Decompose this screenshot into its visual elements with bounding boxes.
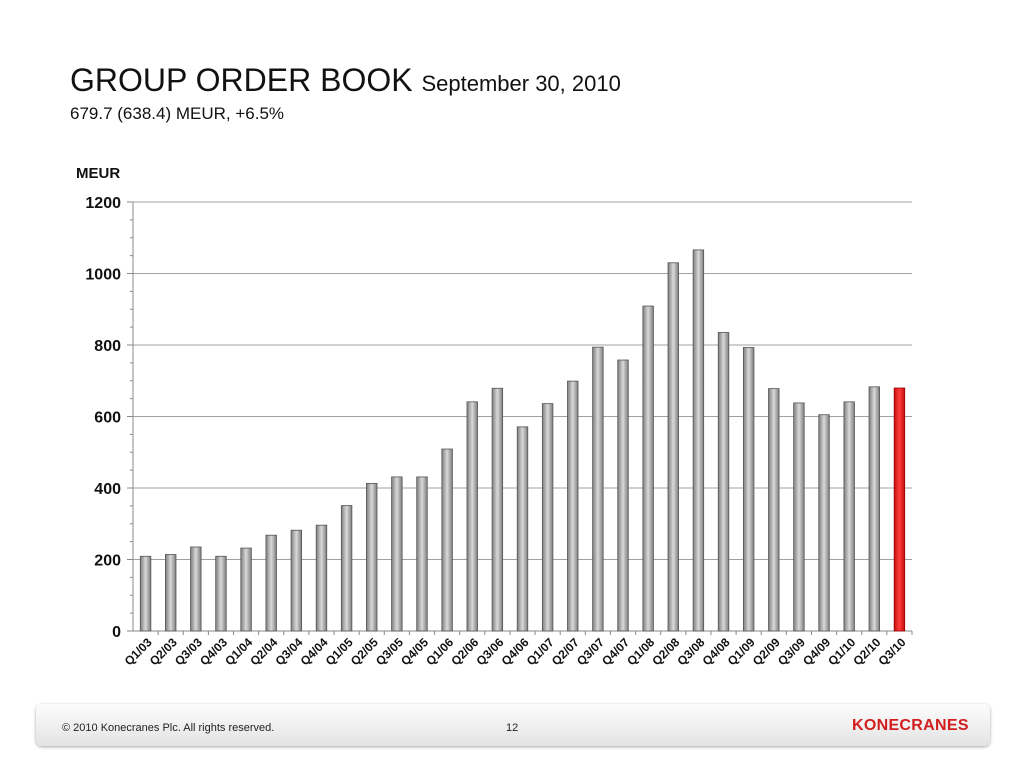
bar-Q4-07 (617, 359, 629, 632)
x-tick-label: Q4/03 (197, 635, 230, 668)
x-tick-label: Q1/08 (624, 635, 657, 668)
bar-Q3-06 (491, 387, 504, 632)
x-tick-label: Q4/04 (298, 635, 331, 668)
bar-Q2-04 (265, 534, 277, 632)
x-tick-label: Q4/05 (398, 635, 431, 668)
y-tick-label: 800 (94, 338, 121, 355)
y-axis-title: MEUR (76, 165, 120, 182)
x-tick-label: Q2/10 (850, 635, 883, 668)
order-book-bar-chart: 0 200 400 600 800 1000 1200 MEUR Q1/03Q2/03Q3/03… (76, 165, 913, 668)
footer-bar (36, 704, 990, 746)
x-tick-label: Q1/05 (323, 635, 356, 668)
x-tick-label: Q4/08 (700, 635, 733, 668)
x-tick-label: Q3/08 (675, 635, 708, 668)
x-tick-label: Q1/04 (222, 635, 255, 668)
bar-Q4-05 (416, 476, 428, 632)
x-tick-label: Q3/07 (574, 635, 607, 668)
x-tick-label: Q2/07 (549, 635, 582, 668)
x-tick-label: Q3/10 (876, 635, 909, 668)
x-tick-label: Q2/09 (750, 635, 783, 668)
bar-Q4-03 (215, 555, 227, 632)
bar-Q4-04 (315, 524, 328, 632)
bar-Q2-05 (366, 482, 378, 632)
bar-Q1-04 (240, 547, 252, 632)
y-tick-label: 1200 (85, 195, 121, 212)
bar-Q2-06 (466, 401, 478, 632)
title-main: GROUP ORDER BOOK (70, 62, 413, 98)
bar-Q3-10 (893, 387, 906, 632)
copyright-text: © 2010 Konecranes Plc. All rights reserv… (62, 722, 275, 734)
x-tick-label: Q1/10 (825, 635, 858, 668)
bar-Q1-05 (340, 505, 353, 632)
bar-Q1-06 (441, 448, 453, 632)
bar-Q3-03 (190, 546, 202, 632)
y-tick-label: 400 (94, 481, 121, 498)
page-subtitle: 679.7 (638.4) MEUR, +6.5% (70, 104, 285, 123)
bar-Q2-09 (768, 388, 780, 632)
bar-Q3-09 (793, 402, 805, 632)
bar-Q2-03 (165, 554, 177, 632)
x-tick-label: Q3/03 (172, 635, 205, 668)
x-tick-label: Q3/06 (473, 635, 506, 668)
bar-Q4-08 (717, 332, 730, 632)
x-tick-label: Q2/06 (448, 635, 481, 668)
x-tick-label: Q1/09 (725, 635, 758, 668)
bar-Q3-05 (391, 476, 403, 632)
x-tick-label: Q1/06 (423, 635, 456, 668)
bar-Q1-08 (642, 305, 654, 632)
x-tick-label: Q2/04 (247, 635, 280, 668)
x-tick-label: Q1/07 (524, 635, 557, 668)
x-tick-label: Q1/03 (122, 635, 155, 668)
bar-Q2-10 (868, 386, 880, 632)
page-title: GROUP ORDER BOOK September 30, 2010 (70, 62, 621, 102)
y-tick-label: 1000 (85, 267, 121, 284)
bar-Q1-09 (742, 347, 755, 632)
bar-Q3-07 (592, 346, 604, 632)
x-tick-label: Q3/05 (373, 635, 406, 668)
bar-Q3-08 (692, 249, 705, 632)
x-tick-label: Q2/08 (649, 635, 682, 668)
bar-Q2-07 (567, 380, 579, 632)
bar-Q2-08 (667, 262, 679, 632)
bar-Q4-06 (516, 426, 529, 632)
bar-Q4-09 (818, 414, 830, 632)
x-tick-label: Q3/09 (775, 635, 808, 668)
page-number: 12 (506, 722, 519, 734)
bar-Q1-07 (541, 403, 554, 632)
x-tick-label: Q3/04 (272, 635, 305, 668)
bar-Q1-10 (843, 401, 855, 632)
y-tick-label: 0 (112, 624, 121, 641)
y-tick-label: 600 (94, 410, 121, 427)
x-tick-label: Q2/03 (147, 635, 180, 668)
bar-Q3-04 (290, 529, 303, 632)
konecranes-logo: KONECRANES (852, 717, 969, 734)
x-tick-label: Q2/05 (348, 635, 381, 668)
x-tick-label: Q4/09 (800, 635, 833, 668)
x-tick-label: Q4/06 (499, 635, 532, 668)
bar-Q1-03 (139, 555, 152, 632)
title-date: September 30, 2010 (421, 71, 621, 96)
y-tick-label: 200 (94, 553, 121, 570)
x-tick-label: Q4/07 (599, 635, 632, 668)
